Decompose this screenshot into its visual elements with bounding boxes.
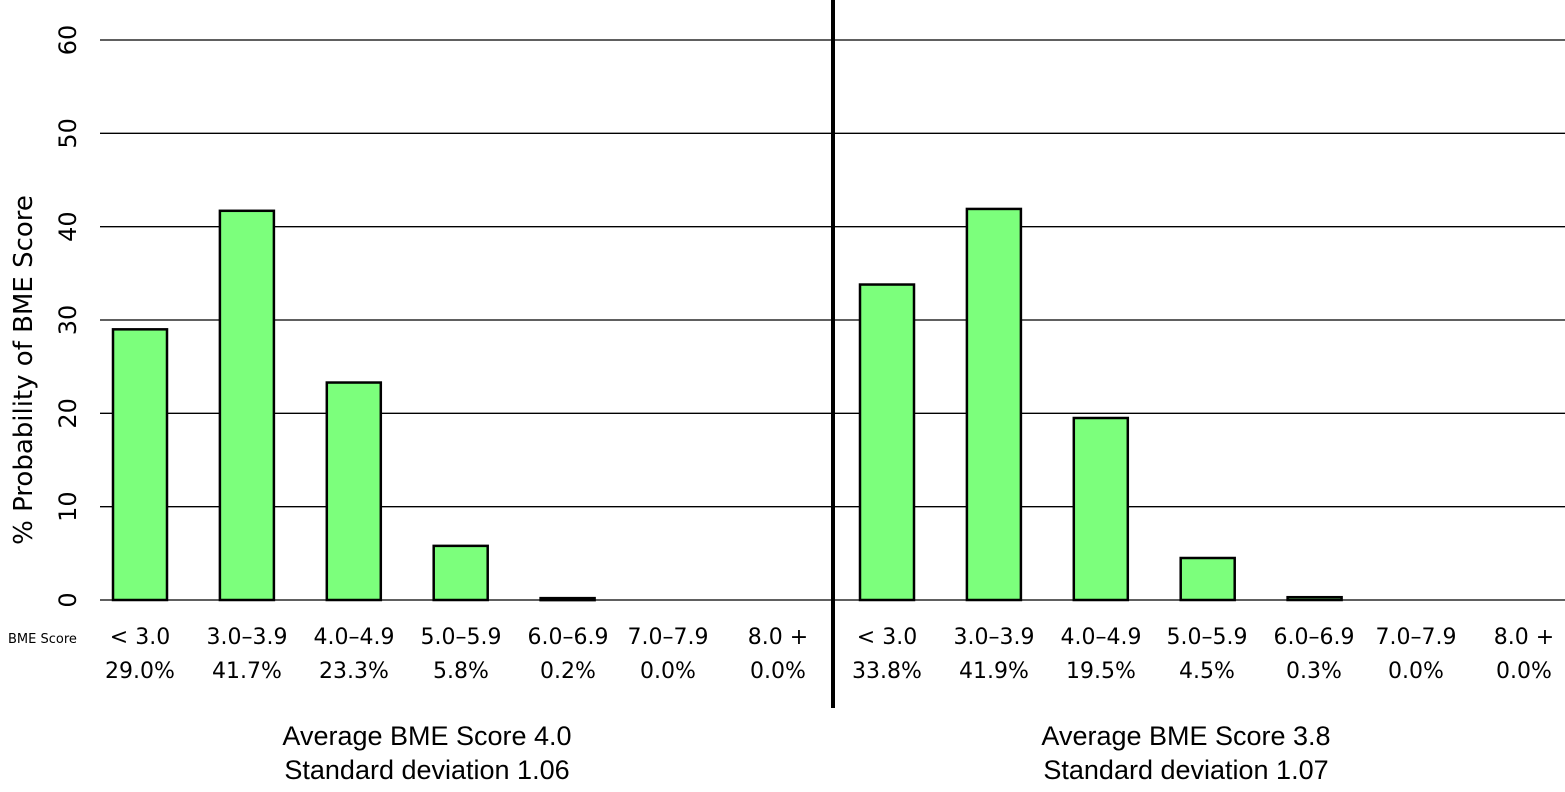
bar-right-4 bbox=[1286, 595, 1343, 602]
y-tick-label: 30 bbox=[54, 305, 82, 336]
percent-label: 41.7% bbox=[212, 659, 282, 684]
left-average-text: Average BME Score 4.0 bbox=[282, 721, 571, 751]
category-label: 3.0–3.9 bbox=[954, 625, 1035, 650]
percent-label: 0.0% bbox=[1388, 659, 1444, 684]
y-tick-label: 40 bbox=[54, 211, 82, 242]
gridlines bbox=[100, 0, 1565, 708]
percent-label: 5.8% bbox=[433, 659, 489, 684]
bar-left-2 bbox=[325, 381, 383, 602]
bar-left-1 bbox=[218, 209, 276, 602]
percent-label: 0.0% bbox=[640, 659, 696, 684]
bar-right-0 bbox=[858, 283, 916, 602]
axis-layer: % Probability of BME Score BME Score 0 10… bbox=[8, 25, 82, 647]
category-label: 4.0–4.9 bbox=[1061, 625, 1142, 650]
category-label: 4.0–4.9 bbox=[314, 625, 395, 650]
bar-right-2 bbox=[1072, 416, 1130, 602]
category-label: 8.0 + bbox=[748, 625, 808, 650]
category-label: 5.0–5.9 bbox=[421, 625, 502, 650]
category-labels: < 3.0 3.0–3.9 4.0–4.9 5.0–5.9 6.0–6.9 7.0–7.9… bbox=[105, 625, 1554, 684]
right-std-text: Standard deviation 1.07 bbox=[1043, 755, 1328, 785]
summary-text: Average BME Score 4.0 Standard deviation… bbox=[282, 721, 1330, 785]
percent-label: 0.2% bbox=[540, 659, 596, 684]
y-axis-label: % Probability of BME Score bbox=[9, 195, 39, 545]
percent-label: 4.5% bbox=[1179, 659, 1235, 684]
category-label: 7.0–7.9 bbox=[628, 625, 709, 650]
y-tick-label: 50 bbox=[54, 118, 82, 149]
percent-label: 29.0% bbox=[105, 659, 175, 684]
category-label: 5.0–5.9 bbox=[1167, 625, 1248, 650]
left-std-text: Standard deviation 1.06 bbox=[284, 755, 569, 785]
category-label: 6.0–6.9 bbox=[528, 625, 609, 650]
bar-right-1 bbox=[965, 207, 1023, 602]
bar-right-3 bbox=[1179, 556, 1236, 602]
bar-left-4 bbox=[539, 596, 596, 602]
y-tick-label: 60 bbox=[54, 25, 82, 56]
bar-left-3 bbox=[432, 544, 489, 602]
percent-label: 19.5% bbox=[1066, 659, 1136, 684]
y-tick-label: 0 bbox=[54, 592, 82, 607]
category-label: 7.0–7.9 bbox=[1376, 625, 1457, 650]
bar-left-0 bbox=[111, 328, 169, 602]
y-tick-label: 20 bbox=[54, 398, 82, 429]
percent-label: 41.9% bbox=[959, 659, 1029, 684]
percent-label: 33.8% bbox=[852, 659, 922, 684]
percent-label: 0.0% bbox=[750, 659, 806, 684]
x-axis-label: BME Score bbox=[8, 632, 77, 647]
percent-label: 23.3% bbox=[319, 659, 389, 684]
percent-label: 0.0% bbox=[1496, 659, 1552, 684]
category-label: 8.0 + bbox=[1494, 625, 1554, 650]
y-tick-label: 10 bbox=[54, 491, 82, 522]
percent-label: 0.3% bbox=[1286, 659, 1342, 684]
category-label: 6.0–6.9 bbox=[1274, 625, 1355, 650]
bars bbox=[111, 207, 1343, 602]
category-label: < 3.0 bbox=[110, 625, 170, 650]
right-average-text: Average BME Score 3.8 bbox=[1041, 721, 1330, 751]
category-label: < 3.0 bbox=[857, 625, 917, 650]
category-label: 3.0–3.9 bbox=[207, 625, 288, 650]
